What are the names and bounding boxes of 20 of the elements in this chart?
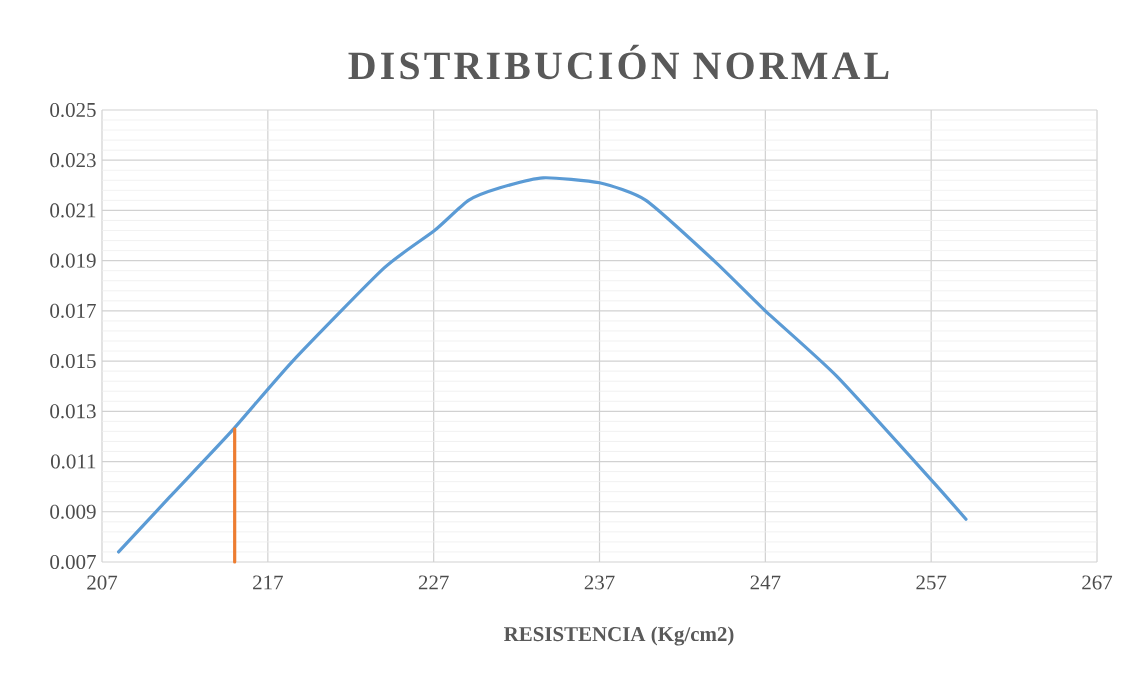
y-tick-label: 0.017	[50, 303, 96, 318]
x-tick-label: 247	[750, 575, 781, 590]
x-tick-label: 227	[418, 575, 449, 590]
x-axis-title: RESISTENCIA (Kg/cm2)	[503, 626, 734, 646]
x-tick-label: 237	[584, 575, 615, 590]
x-tick-label: 217	[253, 575, 283, 590]
y-tick-label: 0.021	[50, 203, 96, 218]
y-tick-label: 0.009	[50, 504, 96, 519]
x-tick-label: 207	[87, 575, 118, 590]
x-tick-label: 267	[1082, 575, 1113, 590]
y-tick-label: 0.013	[50, 404, 96, 419]
y-tick-label: 0.019	[50, 253, 96, 268]
y-tick-label: 0.023	[50, 153, 96, 168]
y-tick-label: 0.015	[50, 354, 96, 369]
y-tick-label: 0.011	[50, 454, 96, 469]
chart-title: DISTRIBUCIÓN NORMAL	[348, 44, 889, 80]
line-series	[116, 176, 968, 554]
x-tick-label: 257	[916, 575, 947, 590]
y-tick-label: 0.025	[50, 102, 96, 118]
y-tick-label: 0.007	[50, 554, 96, 570]
